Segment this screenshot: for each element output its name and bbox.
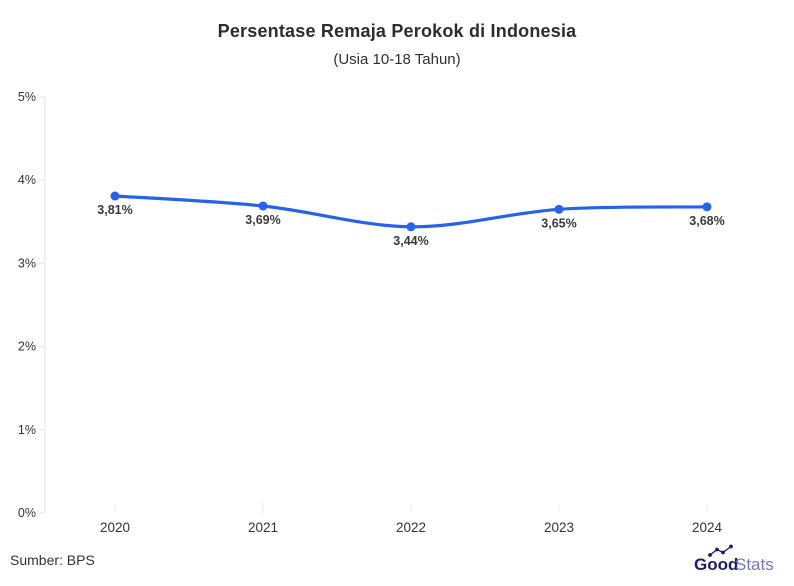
goodstats-logo-graphic: Good Stats (694, 544, 774, 574)
y-axis-tick-label: 1% (18, 423, 36, 437)
line-chart: 0% 1% 2% 3% 4% 5% 2020 2021 2022 2023 2024 3,81% 3,6… (18, 90, 725, 535)
data-point-label: 3,69% (245, 213, 280, 227)
goodstats-logo: Good Stats (686, 544, 786, 576)
y-axis-tick-label: 5% (18, 90, 36, 104)
data-line (113, 194, 709, 229)
x-axis-tick-label: 2024 (692, 520, 723, 535)
logo-sparkline-icon (708, 544, 733, 557)
y-axis-tick-label: 0% (18, 506, 36, 520)
data-point (554, 204, 564, 214)
x-axis-tick-label: 2020 (100, 520, 130, 535)
data-point-label: 3,65% (541, 216, 576, 230)
y-axis-tick-label: 4% (18, 173, 36, 187)
data-point (406, 222, 416, 232)
data-point (702, 202, 712, 212)
logo-text-stats: Stats (735, 555, 774, 574)
chart-header: Persentase Remaja Perokok di Indonesia (… (0, 0, 794, 69)
data-point (258, 201, 268, 211)
chart-title: Persentase Remaja Perokok di Indonesia (217, 21, 577, 41)
y-axis-tick-label: 2% (18, 340, 36, 354)
x-axis-tick-label: 2021 (248, 520, 278, 535)
x-axis-tick-label: 2022 (396, 520, 426, 535)
logo-text-good: Good (694, 555, 738, 574)
y-axis-tick-label: 3% (18, 256, 36, 270)
chart-footer: Sumber: BPS Good Stats (0, 534, 794, 586)
data-point-label: 3,68% (689, 214, 724, 228)
data-point (110, 191, 120, 201)
x-axis-tick-label: 2023 (544, 520, 574, 535)
chart-subtitle: (Usia 10-18 Tahun) (333, 51, 461, 68)
data-point-label: 3,44% (393, 234, 428, 248)
source-label: Sumber: BPS (10, 552, 95, 568)
data-point-label: 3,81% (97, 203, 132, 217)
